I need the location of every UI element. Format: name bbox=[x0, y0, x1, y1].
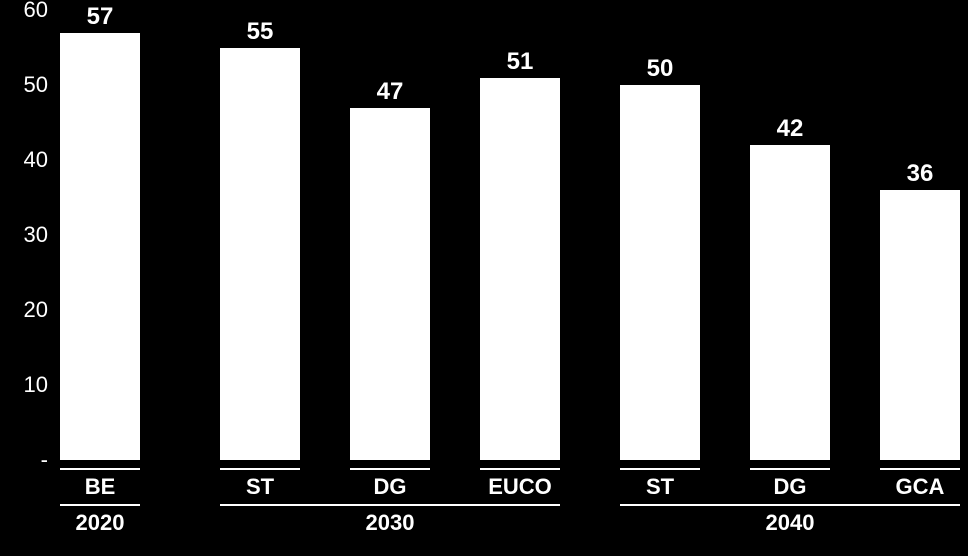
bar-rect bbox=[60, 33, 140, 461]
category-label: GCA bbox=[880, 474, 960, 500]
bar-rect bbox=[350, 108, 430, 461]
group-rule bbox=[620, 504, 960, 506]
group-rule bbox=[60, 504, 140, 506]
category-rule bbox=[620, 468, 700, 470]
category-rule bbox=[220, 468, 300, 470]
bar-value-label: 57 bbox=[60, 3, 140, 31]
group-rule bbox=[220, 504, 560, 506]
category-label: DG bbox=[350, 474, 430, 500]
y-tick-label: 40 bbox=[0, 147, 48, 173]
y-tick-label: 30 bbox=[0, 222, 48, 248]
category-label: DG bbox=[750, 474, 830, 500]
bar-value-label: 55 bbox=[220, 18, 300, 46]
y-tick-label: 10 bbox=[0, 372, 48, 398]
bar: 50 bbox=[620, 85, 700, 460]
plot-area: 57554751504236 bbox=[60, 10, 960, 460]
y-tick-label: 50 bbox=[0, 72, 48, 98]
y-tick-label: 20 bbox=[0, 297, 48, 323]
category-rule bbox=[350, 468, 430, 470]
category-rule bbox=[880, 468, 960, 470]
bar-chart: 57554751504236 -102030405060BESTDGEUCOST… bbox=[0, 0, 968, 556]
bar-rect bbox=[880, 190, 960, 460]
bar-value-label: 47 bbox=[350, 78, 430, 106]
category-label: ST bbox=[220, 474, 300, 500]
y-tick-label: 60 bbox=[0, 0, 48, 23]
bar: 57 bbox=[60, 33, 140, 461]
category-label: BE bbox=[60, 474, 140, 500]
bar: 47 bbox=[350, 108, 430, 461]
bar-rect bbox=[480, 78, 560, 461]
bar-rect bbox=[750, 145, 830, 460]
category-label: ST bbox=[620, 474, 700, 500]
bar: 51 bbox=[480, 78, 560, 461]
bar-value-label: 51 bbox=[480, 48, 560, 76]
category-rule bbox=[60, 468, 140, 470]
group-label: 2040 bbox=[620, 510, 960, 536]
bar-value-label: 36 bbox=[880, 160, 960, 188]
y-tick-label: - bbox=[0, 447, 48, 473]
bar-value-label: 42 bbox=[750, 115, 830, 143]
category-rule bbox=[480, 468, 560, 470]
bar: 36 bbox=[880, 190, 960, 460]
category-rule bbox=[750, 468, 830, 470]
bar-rect bbox=[620, 85, 700, 460]
bar-value-label: 50 bbox=[620, 55, 700, 83]
bar-rect bbox=[220, 48, 300, 461]
group-label: 2030 bbox=[220, 510, 560, 536]
group-label: 2020 bbox=[60, 510, 140, 536]
bar: 42 bbox=[750, 145, 830, 460]
category-label: EUCO bbox=[480, 474, 560, 500]
bar: 55 bbox=[220, 48, 300, 461]
